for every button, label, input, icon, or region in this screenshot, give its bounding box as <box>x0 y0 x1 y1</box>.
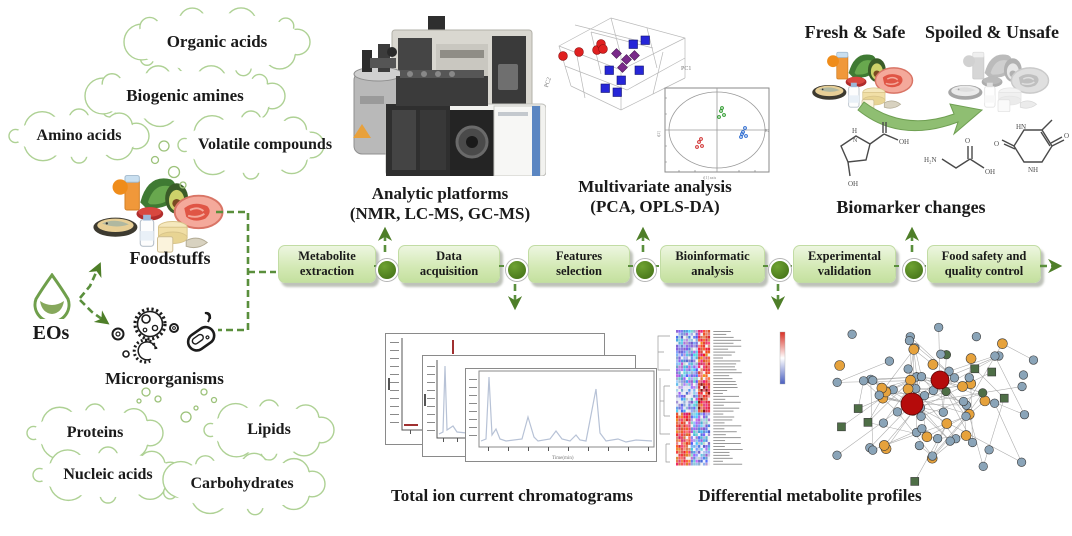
cloud-biogenic-amines: Biogenic amines <box>84 64 286 128</box>
svg-text:H: H <box>852 127 857 135</box>
svg-text:NH: NH <box>1028 166 1038 174</box>
line-foodstuffs-branch <box>216 210 250 332</box>
cloud-amino-acids: Amino acids <box>8 108 150 164</box>
svg-text:OH: OH <box>899 138 909 146</box>
svg-text:O: O <box>965 137 970 145</box>
svg-text:R2: R2 <box>765 128 770 133</box>
foodstuffs-label: Foodstuffs <box>129 248 211 268</box>
eos-label: EOs <box>32 322 70 344</box>
svg-text:t[2]: t[2] <box>656 131 661 137</box>
svg-text:O: O <box>1064 132 1069 140</box>
svg-text:OH: OH <box>848 180 858 188</box>
instruments-image <box>353 16 546 176</box>
svg-text:N: N <box>853 138 858 144</box>
cloud-amino-acids-label: Amino acids <box>36 126 122 144</box>
dmp-caption: Differential metabolite profiles <box>698 486 922 505</box>
microorganisms-label: Microorganisms <box>105 369 224 388</box>
svg-text:O: O <box>994 140 999 148</box>
microorganisms-image <box>111 307 216 364</box>
step-features-selection: Features selection <box>528 245 630 283</box>
cloud-organic-acids: Organic acids <box>123 6 311 78</box>
svg-text:t[1] axis: t[1] axis <box>703 175 717 180</box>
svg-text:PC2: PC2 <box>544 77 553 89</box>
fresh-safe-label: Fresh & Safe <box>804 22 906 42</box>
pca-3d-plot: PC2 PC1 <box>544 17 691 111</box>
cloud-volatile-compounds-label: Volatile compounds <box>197 135 333 153</box>
cloud-carbohydrates-label: Carbohydrates <box>190 474 294 492</box>
tic-caption: Total ion current chromatograms <box>391 486 633 505</box>
cloud-lipids-label: Lipids <box>247 420 291 438</box>
cloud-lipids: Lipids <box>203 399 335 461</box>
flow-node-4 <box>769 259 791 281</box>
spoiled-unsafe-label: Spoiled & Unsafe <box>924 22 1059 42</box>
flow-node-1 <box>376 259 398 281</box>
step-data-acquisition: Data acquisition <box>398 245 500 283</box>
biomarker-structures: H N OH OH H₂N O OH HN O NH O <box>840 119 1069 188</box>
arrow-eos-foodstuffs <box>79 262 102 299</box>
svg-text:HN: HN <box>1016 123 1026 131</box>
cloud-proteins-label: Proteins <box>66 423 124 441</box>
eos-droplet-icon <box>33 273 71 319</box>
cloud-proteins: Proteins <box>26 403 164 463</box>
cloud-biogenic-amines-label: Biogenic amines <box>126 86 244 106</box>
step-experimental-validation: Experimental validation <box>793 245 896 283</box>
opls-score-plot: t[1] axis t[2] R2 <box>656 87 770 180</box>
arrow-eos-microorganisms <box>79 299 110 325</box>
network-image <box>832 322 1039 486</box>
flow-node-3 <box>634 259 656 281</box>
chromatogram-panel-3: Time(min) <box>465 368 657 462</box>
step-bioinformatic-analysis: Bioinformatic analysis <box>660 245 765 283</box>
svg-text:OH: OH <box>985 168 995 176</box>
cloud-nucleic-acids: Nucleic acids <box>32 446 184 504</box>
analytic-platforms-title: Analytic platforms (NMR, LC-MS, GC-MS) <box>349 184 531 223</box>
cloud-organic-acids-label: Organic acids <box>166 32 268 52</box>
svg-text:Time(min): Time(min) <box>552 456 574 461</box>
svg-text:PC1: PC1 <box>681 66 691 72</box>
cloud-volatile-compounds: Volatile compounds <box>177 110 332 180</box>
flow-node-5 <box>903 259 925 281</box>
svg-text:H₂N: H₂N <box>924 156 937 164</box>
cloud-nucleic-acids-label: Nucleic acids <box>63 465 153 483</box>
step-metabolite-extraction: Metabolite extraction <box>278 245 376 283</box>
biomarker-changes-label: Biomarker changes <box>836 197 986 217</box>
flow-node-2 <box>506 259 528 281</box>
cloud-carbohydrates: Carbohydrates <box>158 452 326 516</box>
step-food-safety: Food safety and quality control <box>927 245 1041 283</box>
multivariate-title: Multivariate analysis (PCA, OPLS-DA) <box>578 177 732 216</box>
fresh-to-spoiled-arrow <box>857 101 984 136</box>
heatmap-image <box>657 330 786 466</box>
